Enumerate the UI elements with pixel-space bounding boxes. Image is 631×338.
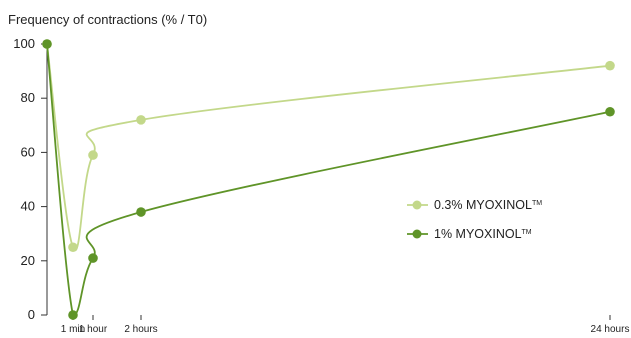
- y-axis-label: Frequency of contractions (% / T0): [8, 12, 207, 27]
- series-line: [46, 43, 611, 251]
- data-point: [136, 207, 146, 217]
- x-tick-label: 24 hours: [591, 324, 630, 335]
- legend-name: 0.3% MYOXINOL: [434, 198, 532, 212]
- data-point: [88, 253, 98, 263]
- legend-label: 0.3% MYOXINOLTM: [434, 198, 542, 212]
- y-tick-label: 20: [21, 253, 35, 268]
- data-point: [605, 60, 615, 71]
- y-tick-label: 80: [21, 90, 35, 105]
- data-point: [68, 310, 78, 320]
- y-tick-label: 0: [28, 307, 35, 322]
- x-tick-label: 1 hour: [79, 324, 108, 335]
- legend-marker: [412, 229, 422, 239]
- y-ticks: 0 20 40 60 80 100: [13, 36, 47, 322]
- y-tick-label: 100: [13, 36, 35, 51]
- legend-trademark: TM: [522, 229, 532, 236]
- legend-marker: [412, 200, 422, 210]
- series-group: [42, 39, 615, 320]
- data-point: [68, 242, 78, 253]
- data-point: [136, 115, 146, 125]
- data-point: [605, 106, 615, 117]
- x-tick-label: 1 min: [61, 324, 85, 335]
- x-tick-label: 2 hours: [124, 324, 157, 335]
- series-line: [46, 43, 611, 316]
- legend-label: 1% MYOXINOLTM: [434, 227, 532, 241]
- legend-trademark: TM: [532, 200, 542, 207]
- y-tick-label: 40: [21, 199, 35, 214]
- data-point: [88, 150, 98, 160]
- y-tick-label: 60: [21, 144, 35, 159]
- legend-name: 1% MYOXINOL: [434, 227, 522, 241]
- data-point: [42, 39, 52, 49]
